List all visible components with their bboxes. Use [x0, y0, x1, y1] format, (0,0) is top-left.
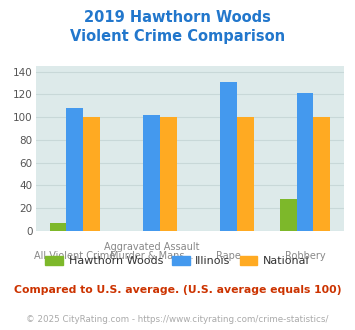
Text: Murder & Mans...: Murder & Mans... [110, 251, 193, 261]
Text: © 2025 CityRating.com - https://www.cityrating.com/crime-statistics/: © 2025 CityRating.com - https://www.city… [26, 315, 329, 324]
Bar [313, 117, 330, 231]
Text: 2019 Hawthorn Woods
Violent Crime Comparison: 2019 Hawthorn Woods Violent Crime Compar… [70, 10, 285, 44]
Bar [83, 117, 100, 231]
Text: Rape: Rape [216, 251, 241, 261]
Bar [160, 117, 177, 231]
Bar [66, 108, 83, 231]
Bar [237, 117, 253, 231]
Text: Compared to U.S. average. (U.S. average equals 100): Compared to U.S. average. (U.S. average … [14, 285, 341, 295]
Text: All Violent Crime: All Violent Crime [34, 251, 115, 261]
Text: Robbery: Robbery [285, 251, 325, 261]
Bar [143, 115, 160, 231]
Bar [280, 199, 296, 231]
Text: Aggravated Assault: Aggravated Assault [104, 242, 199, 252]
Bar [296, 93, 313, 231]
Bar [220, 82, 237, 231]
Bar [50, 223, 66, 231]
Legend: Hawthorn Woods, Illinois, National: Hawthorn Woods, Illinois, National [41, 251, 314, 271]
